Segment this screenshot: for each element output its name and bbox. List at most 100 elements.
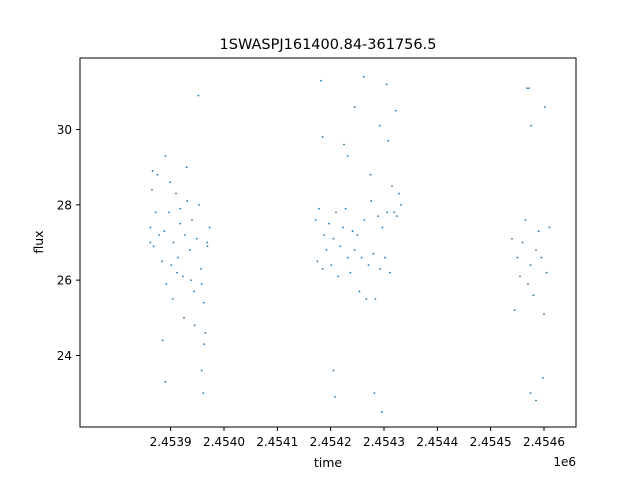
data-point	[544, 106, 546, 108]
data-point	[374, 298, 377, 300]
data-point	[529, 264, 532, 266]
data-point	[542, 377, 544, 379]
data-point	[190, 279, 192, 282]
data-point	[164, 154, 167, 157]
x-tick-label: 2.4539	[150, 435, 192, 449]
x-tick-label: 2.4545	[470, 435, 512, 449]
data-point	[177, 256, 180, 259]
y-tick-label: 30	[57, 123, 72, 137]
data-point	[511, 237, 513, 240]
data-point	[395, 215, 398, 218]
data-point	[154, 211, 157, 214]
data-point	[204, 331, 207, 334]
data-point	[545, 271, 548, 274]
data-point	[349, 271, 352, 274]
data-point	[388, 271, 391, 274]
data-point	[372, 252, 375, 255]
data-point	[206, 241, 208, 244]
data-point	[151, 188, 153, 191]
data-point	[163, 230, 166, 233]
data-point	[387, 139, 390, 142]
data-point	[524, 219, 527, 221]
data-point	[182, 275, 184, 278]
data-point	[353, 249, 356, 251]
data-point	[527, 283, 529, 285]
data-point	[335, 211, 337, 214]
data-point	[332, 237, 335, 240]
x-tick-label: 2.4542	[310, 435, 352, 449]
data-point	[526, 87, 528, 90]
data-point	[185, 166, 188, 169]
data-point	[161, 260, 164, 263]
data-point	[320, 79, 322, 82]
data-point	[367, 264, 370, 266]
data-point	[171, 298, 174, 300]
data-point	[202, 301, 205, 304]
data-point	[379, 267, 382, 270]
data-point	[183, 316, 185, 319]
data-point	[168, 211, 170, 214]
data-points	[149, 75, 551, 413]
y-axis-label: flux	[31, 230, 46, 253]
data-point	[186, 200, 189, 202]
data-point	[193, 290, 196, 293]
data-point	[158, 234, 160, 236]
data-point	[169, 181, 172, 184]
data-point	[529, 392, 532, 395]
y-tick-label: 26	[57, 274, 72, 288]
data-point	[206, 245, 209, 248]
data-point	[532, 294, 535, 297]
data-point	[363, 219, 366, 221]
data-point	[400, 203, 402, 206]
data-point	[318, 207, 320, 210]
data-point	[170, 264, 173, 266]
data-point	[343, 143, 345, 146]
data-point	[184, 234, 186, 236]
data-point	[330, 264, 333, 266]
data-point	[393, 211, 396, 214]
data-point	[316, 260, 319, 263]
data-point	[519, 275, 521, 278]
data-point	[373, 392, 376, 395]
data-point	[314, 219, 317, 221]
data-point	[152, 245, 155, 248]
y-tick-label: 28	[57, 198, 72, 212]
data-point	[200, 283, 203, 285]
data-point	[370, 200, 373, 202]
data-point	[344, 207, 347, 210]
data-point	[353, 106, 356, 108]
data-point	[195, 237, 198, 240]
data-point	[179, 207, 182, 210]
data-point	[385, 83, 388, 86]
data-point	[380, 411, 383, 413]
data-point	[342, 226, 344, 229]
data-point	[176, 271, 178, 274]
data-point	[537, 230, 540, 233]
data-point	[172, 241, 175, 244]
data-point	[513, 309, 516, 312]
x-tick-label: 2.4546	[523, 435, 565, 449]
data-point	[191, 219, 193, 221]
x-axis-offset-label: 1e6	[553, 455, 576, 469]
data-point	[321, 267, 324, 270]
data-point	[165, 283, 168, 285]
x-axis-ticks: 2.4539 2.4540 2.4541 2.4542 2.4543 2.4544 2.45…	[150, 427, 565, 449]
data-point	[151, 170, 154, 172]
data-point	[175, 192, 177, 195]
data-point	[530, 124, 533, 127]
data-point	[360, 256, 363, 259]
data-point	[540, 256, 543, 259]
data-point	[193, 324, 196, 327]
data-point	[149, 226, 152, 229]
data-point	[339, 245, 342, 248]
data-point	[548, 226, 551, 229]
data-point	[358, 290, 361, 293]
data-point	[381, 226, 384, 229]
x-tick-label: 2.4540	[203, 435, 245, 449]
plot-frame	[79, 57, 577, 428]
data-point	[535, 399, 537, 402]
data-point	[200, 267, 202, 270]
data-point	[323, 234, 326, 236]
data-point	[384, 256, 386, 259]
